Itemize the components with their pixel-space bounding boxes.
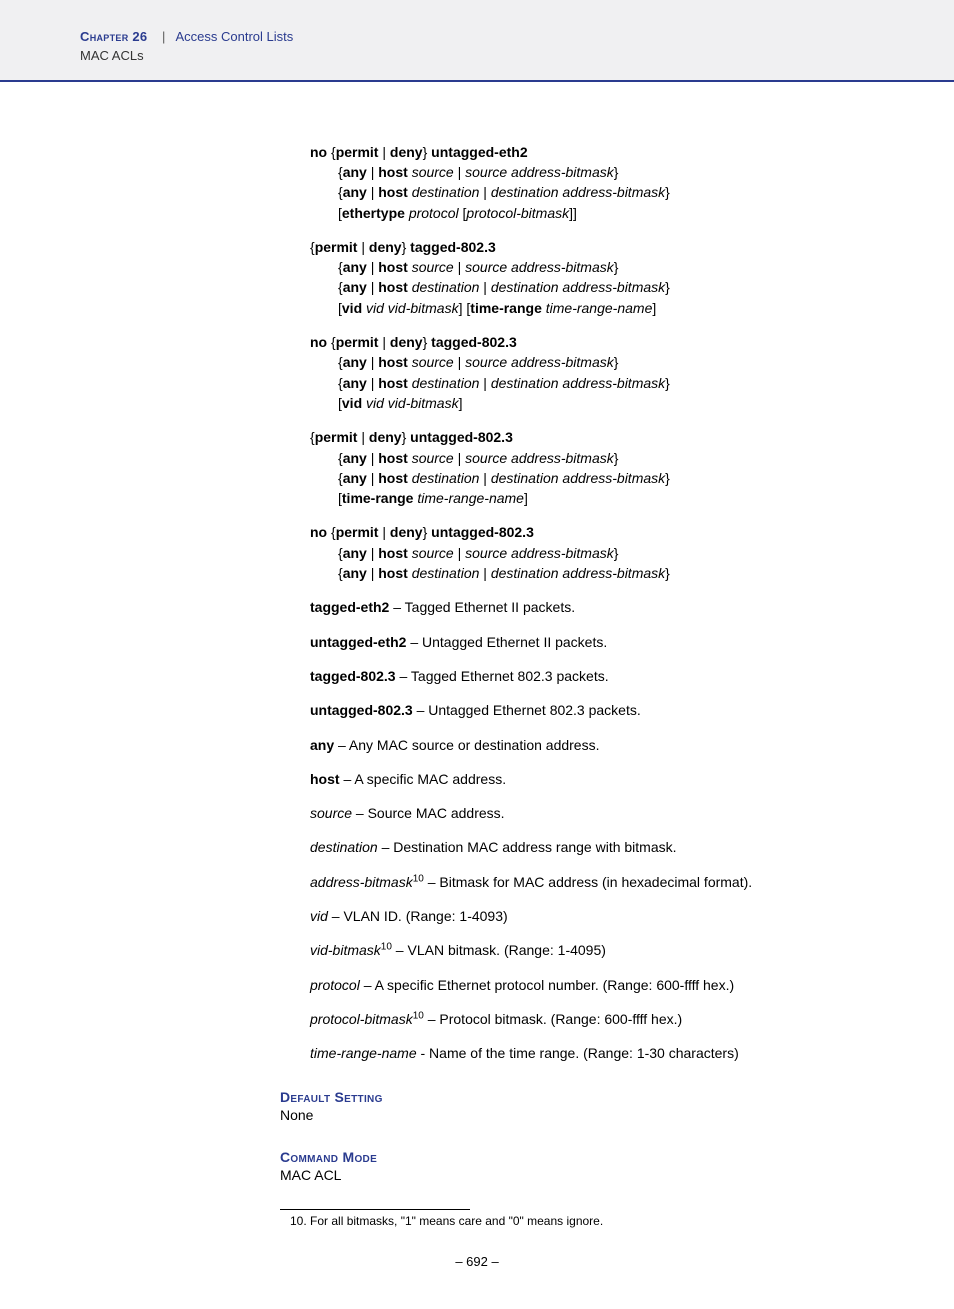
syntax-lead: no {permit | deny} untagged-802.3	[310, 522, 874, 542]
page-content: no {permit | deny} untagged-eth2{any | h…	[0, 82, 954, 1309]
parameter-definition: vid-bitmask10 – VLAN bitmask. (Range: 1-…	[310, 940, 874, 960]
chapter-label: Chapter 26	[80, 29, 147, 44]
syntax-lead: no {permit | deny} untagged-eth2	[310, 142, 874, 162]
syntax-line: {any | host destination | destination ad…	[338, 468, 874, 488]
syntax-block: no {permit | deny} untagged-eth2{any | h…	[310, 142, 874, 223]
syntax-line: {any | host source | source address-bitm…	[338, 352, 874, 372]
syntax-block: no {permit | deny} tagged-802.3{any | ho…	[310, 332, 874, 413]
syntax-block: no {permit | deny} untagged-802.3{any | …	[310, 522, 874, 583]
syntax-line: {any | host source | source address-bitm…	[338, 162, 874, 182]
page-header: Chapter 26 | Access Control Lists MAC AC…	[0, 0, 954, 82]
page-number: – 692 –	[80, 1254, 874, 1269]
syntax-block: {permit | deny} untagged-802.3{any | hos…	[310, 427, 874, 508]
parameter-definition: any – Any MAC source or destination addr…	[310, 735, 874, 755]
parameter-definition: untagged-802.3 – Untagged Ethernet 802.3…	[310, 700, 874, 720]
parameter-definition: protocol – A specific Ethernet protocol …	[310, 975, 874, 995]
parameter-definition: destination – Destination MAC address ra…	[310, 837, 874, 857]
syntax-line: {any | host source | source address-bitm…	[338, 543, 874, 563]
default-setting-heading: Default Setting	[280, 1089, 874, 1105]
parameter-definitions: tagged-eth2 – Tagged Ethernet II packets…	[80, 597, 874, 1063]
syntax-line: [vid vid vid-bitmask] [time-range time-r…	[338, 298, 874, 318]
parameter-definition: protocol-bitmask10 – Protocol bitmask. (…	[310, 1009, 874, 1029]
parameter-definition: vid – VLAN ID. (Range: 1-4093)	[310, 906, 874, 926]
syntax-line: {any | host source | source address-bitm…	[338, 257, 874, 277]
default-setting-body: None	[280, 1107, 874, 1123]
parameter-definition: untagged-eth2 – Untagged Ethernet II pac…	[310, 632, 874, 652]
parameter-definition: time-range-name - Name of the time range…	[310, 1043, 874, 1063]
syntax-lead: {permit | deny} untagged-802.3	[310, 427, 874, 447]
syntax-definitions: no {permit | deny} untagged-eth2{any | h…	[80, 142, 874, 584]
parameter-definition: source – Source MAC address.	[310, 803, 874, 823]
parameter-definition: host – A specific MAC address.	[310, 769, 874, 789]
syntax-line: {any | host source | source address-bitm…	[338, 448, 874, 468]
syntax-line: {any | host destination | destination ad…	[338, 563, 874, 583]
syntax-line: {any | host destination | destination ad…	[338, 277, 874, 297]
command-mode-heading: Command Mode	[280, 1149, 874, 1165]
syntax-line: {any | host destination | destination ad…	[338, 373, 874, 393]
header-divider: |	[151, 29, 172, 44]
footnote-rule	[280, 1209, 470, 1210]
breadcrumb-link[interactable]: Access Control Lists	[175, 29, 293, 44]
parameter-definition: tagged-eth2 – Tagged Ethernet II packets…	[310, 597, 874, 617]
syntax-line: [vid vid vid-bitmask]	[338, 393, 874, 413]
parameter-definition: tagged-802.3 – Tagged Ethernet 802.3 pac…	[310, 666, 874, 686]
header-subsection: MAC ACLs	[80, 48, 144, 63]
syntax-line: [ethertype protocol [protocol-bitmask]]	[338, 203, 874, 223]
syntax-block: {permit | deny} tagged-802.3{any | host …	[310, 237, 874, 318]
syntax-lead: {permit | deny} tagged-802.3	[310, 237, 874, 257]
syntax-line: [time-range time-range-name]	[338, 488, 874, 508]
parameter-definition: address-bitmask10 – Bitmask for MAC addr…	[310, 872, 874, 892]
syntax-line: {any | host destination | destination ad…	[338, 182, 874, 202]
footnote-text: 10. For all bitmasks, "1" means care and…	[290, 1214, 874, 1228]
syntax-lead: no {permit | deny} tagged-802.3	[310, 332, 874, 352]
command-mode-body: MAC ACL	[280, 1167, 874, 1183]
